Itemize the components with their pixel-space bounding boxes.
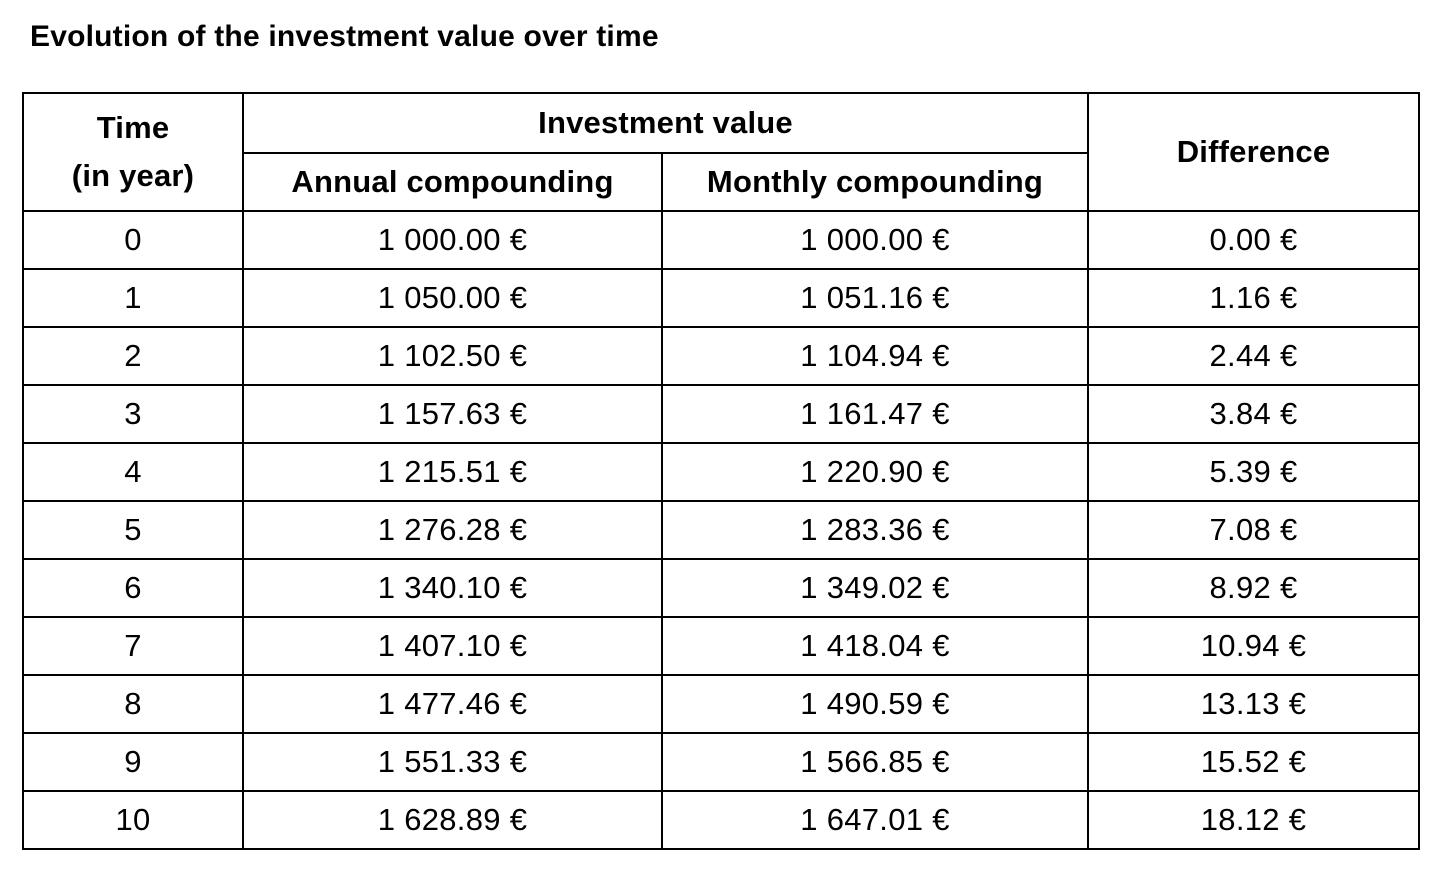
- table-row: 7 1 407.10 € 1 418.04 € 10.94 €: [22, 616, 1420, 676]
- cell-time: 5: [22, 500, 244, 560]
- cell-annual: 1 477.46 €: [242, 674, 663, 734]
- cell-time: 8: [22, 674, 244, 734]
- cell-annual: 1 407.10 €: [242, 616, 663, 676]
- cell-difference: 0.00 €: [1087, 210, 1420, 270]
- header-monthly-compounding: Monthly compounding: [661, 152, 1089, 212]
- cell-difference: 2.44 €: [1087, 326, 1420, 386]
- table-row: 3 1 157.63 € 1 161.47 € 3.84 €: [22, 384, 1420, 444]
- cell-monthly: 1 349.02 €: [661, 558, 1089, 618]
- cell-annual: 1 050.00 €: [242, 268, 663, 328]
- cell-monthly: 1 566.85 €: [661, 732, 1089, 792]
- cell-time: 2: [22, 326, 244, 386]
- cell-annual: 1 157.63 €: [242, 384, 663, 444]
- table-header-row-sub: Annual compounding Monthly compounding: [23, 152, 1419, 212]
- cell-monthly: 1 283.36 €: [661, 500, 1089, 560]
- header-annual-compounding: Annual compounding: [242, 152, 663, 212]
- cell-time: 1: [22, 268, 244, 328]
- cell-monthly: 1 647.01 €: [661, 790, 1089, 850]
- cell-annual: 1 276.28 €: [242, 500, 663, 560]
- header-difference: Difference: [1087, 92, 1420, 212]
- table-row: 5 1 276.28 € 1 283.36 € 7.08 €: [22, 500, 1420, 560]
- cell-annual: 1 628.89 €: [242, 790, 663, 850]
- cell-annual: 1 215.51 €: [242, 442, 663, 502]
- cell-time: 6: [22, 558, 244, 618]
- cell-difference: 8.92 €: [1087, 558, 1420, 618]
- cell-monthly: 1 220.90 €: [661, 442, 1089, 502]
- cell-difference: 1.16 €: [1087, 268, 1420, 328]
- cell-difference: 15.52 €: [1087, 732, 1420, 792]
- cell-time: 7: [22, 616, 244, 676]
- table-row: 1 1 050.00 € 1 051.16 € 1.16 €: [22, 268, 1420, 328]
- cell-annual: 1 000.00 €: [242, 210, 663, 270]
- table-row: 6 1 340.10 € 1 349.02 € 8.92 €: [22, 558, 1420, 618]
- table-row: 8 1 477.46 € 1 490.59 € 13.13 €: [22, 674, 1420, 734]
- cell-annual: 1 340.10 €: [242, 558, 663, 618]
- table-row: 9 1 551.33 € 1 566.85 € 15.52 €: [22, 732, 1420, 792]
- cell-time: 10: [22, 790, 244, 850]
- cell-difference: 7.08 €: [1087, 500, 1420, 560]
- table-header-row-top: Time (in year) Investment value Differen…: [22, 92, 1420, 212]
- cell-monthly: 1 418.04 €: [661, 616, 1089, 676]
- header-time: Time (in year): [22, 92, 244, 212]
- cell-time: 4: [22, 442, 244, 502]
- header-investment-value: Investment value: [242, 92, 1089, 154]
- table-row: 0 1 000.00 € 1 000.00 € 0.00 €: [22, 210, 1420, 270]
- table-row: 2 1 102.50 € 1 104.94 € 2.44 €: [22, 326, 1420, 386]
- cell-time: 9: [22, 732, 244, 792]
- cell-difference: 13.13 €: [1087, 674, 1420, 734]
- cell-annual: 1 551.33 €: [242, 732, 663, 792]
- table-row: 4 1 215.51 € 1 220.90 € 5.39 €: [22, 442, 1420, 502]
- cell-difference: 10.94 €: [1087, 616, 1420, 676]
- cell-difference: 5.39 €: [1087, 442, 1420, 502]
- cell-monthly: 1 161.47 €: [661, 384, 1089, 444]
- cell-monthly: 1 104.94 €: [661, 326, 1089, 386]
- cell-time: 3: [22, 384, 244, 444]
- cell-monthly: 1 490.59 €: [661, 674, 1089, 734]
- cell-annual: 1 102.50 €: [242, 326, 663, 386]
- cell-time: 0: [22, 210, 244, 270]
- cell-monthly: 1 000.00 €: [661, 210, 1089, 270]
- cell-monthly: 1 051.16 €: [661, 268, 1089, 328]
- cell-difference: 3.84 €: [1087, 384, 1420, 444]
- page-title: Evolution of the investment value over t…: [30, 20, 659, 53]
- investment-table: Time (in year) Investment value Differen…: [22, 92, 1420, 850]
- cell-difference: 18.12 €: [1087, 790, 1420, 850]
- table-row: 10 1 628.89 € 1 647.01 € 18.12 €: [22, 790, 1420, 850]
